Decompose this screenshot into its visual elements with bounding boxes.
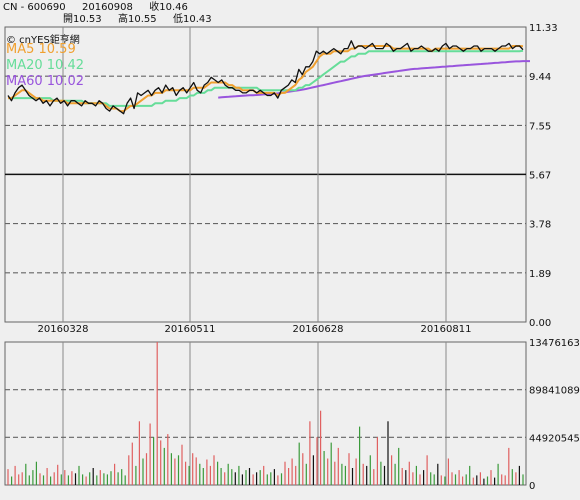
date-tick-label: 20160328 (38, 324, 89, 335)
date-tick-label: 20160811 (421, 324, 472, 335)
open-price: 開10.53 (63, 14, 102, 25)
volume-panel (4, 341, 527, 486)
high-price: 高10.55 (118, 14, 157, 25)
close-price: 收10.46 (149, 2, 188, 13)
volume-y-axis: 134761634 89841089 44920545 0 (529, 338, 580, 492)
ma60-legend: MA60 10.02 (6, 74, 84, 89)
volume-bars (7, 342, 524, 485)
ma60-line (218, 60, 530, 99)
price-y-tick-label: 7.55 (529, 121, 551, 132)
volume-y-tick-label: 44920545 (529, 433, 580, 444)
low-price: 低10.43 (173, 14, 212, 25)
price-y-tick-label: 0.00 (529, 318, 551, 329)
ma5-line (8, 45, 524, 113)
date-tick-label: 20160511 (165, 324, 216, 335)
price-y-tick-label: 5.67 (529, 170, 551, 181)
price-line (7, 40, 524, 115)
volume-grid (5, 342, 526, 485)
volume-y-tick-label: 89841089 (529, 386, 580, 397)
volume-y-tick-label: 0 (529, 481, 535, 492)
quote-header-line-1: CN - 600690 20160908 收10.46 (3, 2, 188, 13)
price-grid (5, 27, 526, 322)
price-y-tick-label: 1.89 (529, 269, 551, 280)
stock-symbol: CN - 600690 (3, 2, 66, 13)
volume-y-tick-label: 134761634 (529, 338, 580, 349)
ma20-legend: MA20 10.42 (6, 58, 84, 73)
quote-date: 20160908 (81, 2, 133, 13)
price-y-tick-label: 9.44 (529, 72, 551, 83)
date-tick-label: 20160628 (293, 324, 344, 335)
price-lines (7, 40, 530, 115)
chart-source-label: © cnYES鉅亨網 (6, 35, 80, 46)
quote-header-line-2: 開10.53 高10.55 低10.43 (63, 14, 212, 25)
price-y-tick-label: 3.78 (529, 220, 551, 231)
price-y-tick-label: 11.33 (529, 23, 558, 34)
date-x-axis: 20160328 20160511 20160628 20160811 (38, 324, 472, 335)
ma5-legend: MA5 10.59 (6, 42, 76, 57)
price-y-axis: 11.33 9.44 7.55 5.67 3.78 1.89 0.00 (529, 23, 558, 329)
